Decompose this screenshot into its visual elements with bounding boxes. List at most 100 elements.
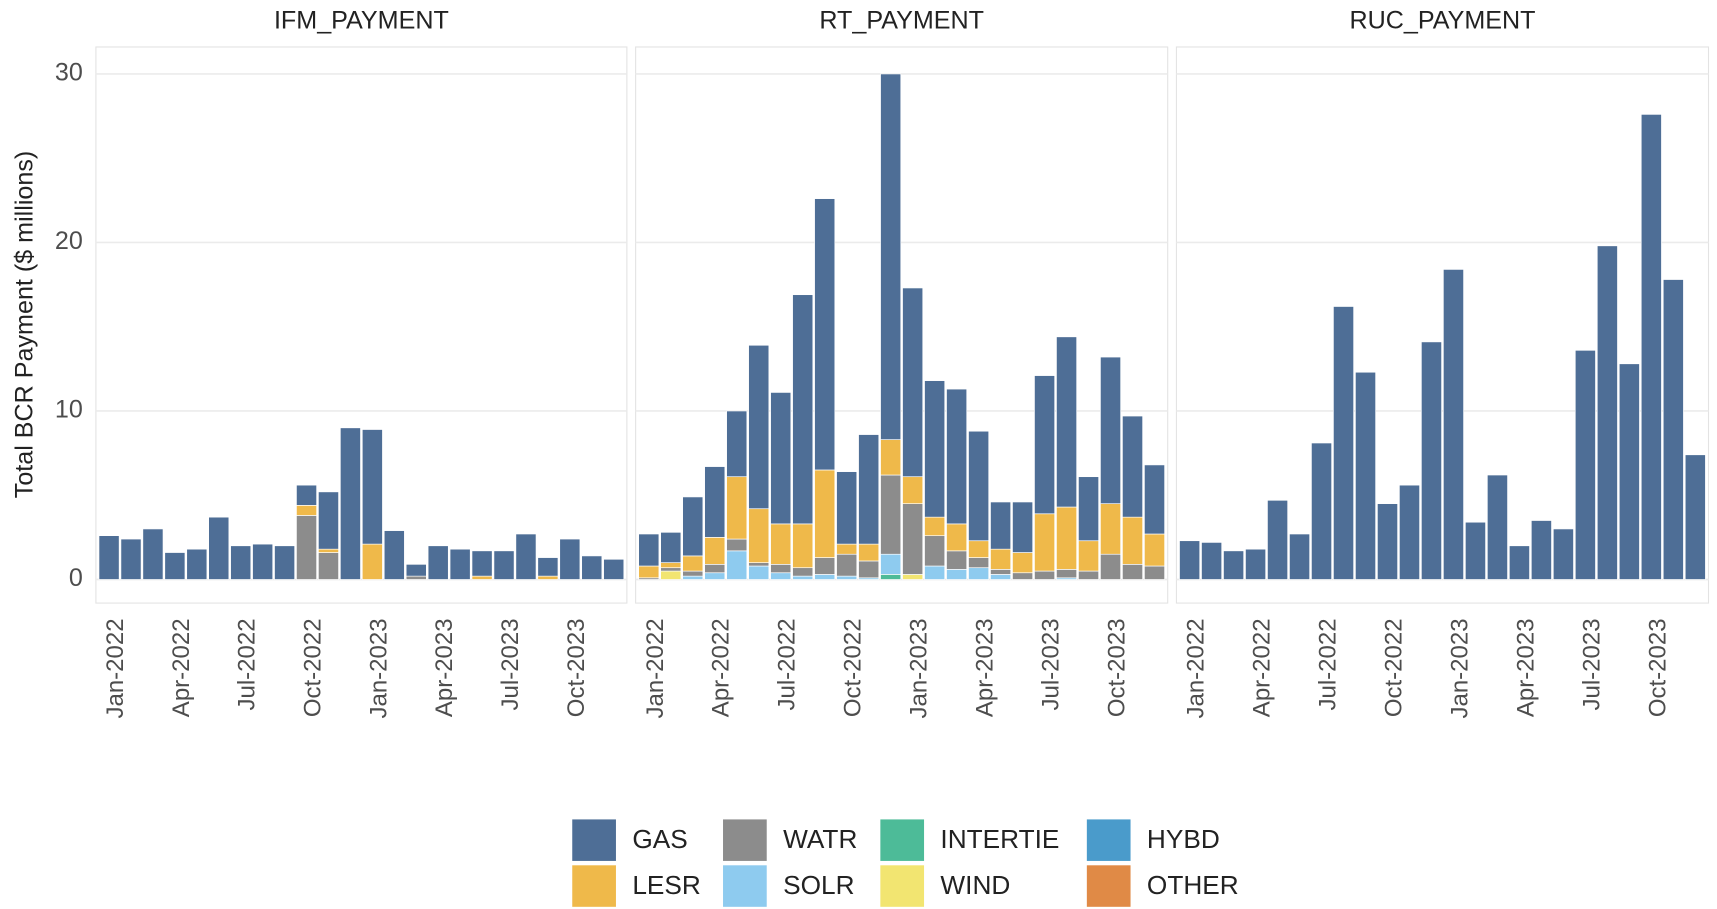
bar-segment <box>1223 550 1245 580</box>
bar-segment <box>361 543 383 580</box>
bar-segment <box>682 496 704 557</box>
bar-segment <box>1078 570 1099 580</box>
bar-segment <box>1618 363 1640 580</box>
bar-segment <box>836 471 858 545</box>
bar-segment <box>858 434 880 545</box>
bar-segment <box>836 575 858 580</box>
bar-segment <box>1100 553 1121 580</box>
bar-segment <box>748 508 770 563</box>
bar-segment <box>1530 520 1552 580</box>
bar-segment <box>318 552 339 580</box>
bar-segment <box>924 535 946 567</box>
bar-segment <box>339 427 361 580</box>
bar-segment <box>880 474 902 555</box>
bar-segment <box>748 565 770 580</box>
bar-segment <box>537 557 559 577</box>
bar-segment <box>792 294 814 525</box>
bar-segment <box>98 535 120 580</box>
legend-label: SOLR <box>783 870 854 900</box>
x-tick-label: Apr-2023 <box>1512 618 1539 717</box>
bar-segment <box>1486 474 1508 580</box>
legend-label: WATR <box>783 824 857 854</box>
bar-segment <box>1078 476 1099 542</box>
bar-segment <box>814 574 836 580</box>
bar-segment <box>471 550 493 577</box>
bar-segment <box>164 552 186 580</box>
x-tick-label: Apr-2023 <box>972 618 999 717</box>
bar-segment <box>946 550 968 570</box>
bar-segment <box>471 575 493 580</box>
bar-segment <box>792 575 814 580</box>
bar-segment <box>726 538 748 552</box>
bar-segment <box>186 548 208 580</box>
bar-segment <box>902 287 924 478</box>
bar-segment <box>880 553 902 575</box>
bar-segment <box>638 565 660 579</box>
bar-segment <box>296 505 317 516</box>
bar-segment <box>405 563 427 577</box>
bar-segment <box>814 469 836 558</box>
bar-segment <box>770 572 792 580</box>
bar-segment <box>1100 356 1121 504</box>
bar-segment <box>361 429 383 545</box>
bar-segment <box>318 548 339 553</box>
bar-segment <box>1399 484 1420 580</box>
bar-segment <box>770 523 792 565</box>
bar-segment <box>968 540 990 558</box>
bar-segment <box>1421 341 1442 580</box>
x-tick-label: Apr-2023 <box>431 618 458 717</box>
panel-title: RT_PAYMENT <box>819 6 984 34</box>
bar-segment <box>836 553 858 577</box>
bar-segment <box>770 563 792 574</box>
bar-segment <box>726 550 748 580</box>
bar-segment <box>142 528 164 580</box>
bar-segment <box>1122 516 1143 565</box>
bar-segment <box>924 565 946 580</box>
bar-segment <box>880 73 902 440</box>
y-tick-label: 10 <box>55 396 83 424</box>
bar-segment <box>704 466 726 538</box>
bar-segment <box>682 575 704 580</box>
bar-segment <box>559 538 581 580</box>
x-tick-label: Jul-2023 <box>497 618 524 710</box>
legend-swatch <box>1086 865 1131 907</box>
bar-segment <box>968 567 990 580</box>
bar-segment <box>296 515 317 580</box>
bar-segment <box>660 570 682 580</box>
legend-label: GAS <box>632 824 687 854</box>
bar-segment <box>946 569 968 580</box>
bar-segment <box>1012 572 1034 580</box>
x-tick-label: Apr-2022 <box>708 618 735 717</box>
x-tick-label: Oct-2023 <box>1644 618 1671 717</box>
bar-segment <box>1078 540 1099 572</box>
bar-segment <box>427 545 449 580</box>
bar-segment <box>1267 499 1289 580</box>
legend-swatch <box>880 819 925 861</box>
bar-segment <box>924 380 946 518</box>
bar-segment <box>660 531 682 563</box>
bar-segment <box>902 574 924 580</box>
bar-segment <box>990 569 1012 575</box>
panel-title: IFM_PAYMENT <box>274 6 449 34</box>
bar-segment <box>814 198 836 471</box>
bar-segment <box>770 392 792 525</box>
bar-segment <box>726 410 748 478</box>
bar-segment <box>880 439 902 476</box>
bar-segment <box>902 476 924 504</box>
bar-segment <box>1552 528 1574 580</box>
bar-segment <box>836 543 858 555</box>
legend-label: OTHER <box>1147 870 1239 900</box>
bar-segment <box>208 516 230 580</box>
bar-segment <box>704 572 726 580</box>
legend-swatch <box>723 819 767 861</box>
bar-segment <box>726 476 748 540</box>
panel <box>95 46 628 604</box>
bar-segment <box>1201 542 1223 580</box>
bar-segment <box>383 530 405 580</box>
bar-segment <box>792 567 814 577</box>
y-axis-label: Total BCR Payment ($ millions) <box>11 151 39 498</box>
bar-segment <box>603 558 625 580</box>
legend-label: WIND <box>940 870 1010 900</box>
x-tick-label: Jul-2022 <box>234 618 261 710</box>
